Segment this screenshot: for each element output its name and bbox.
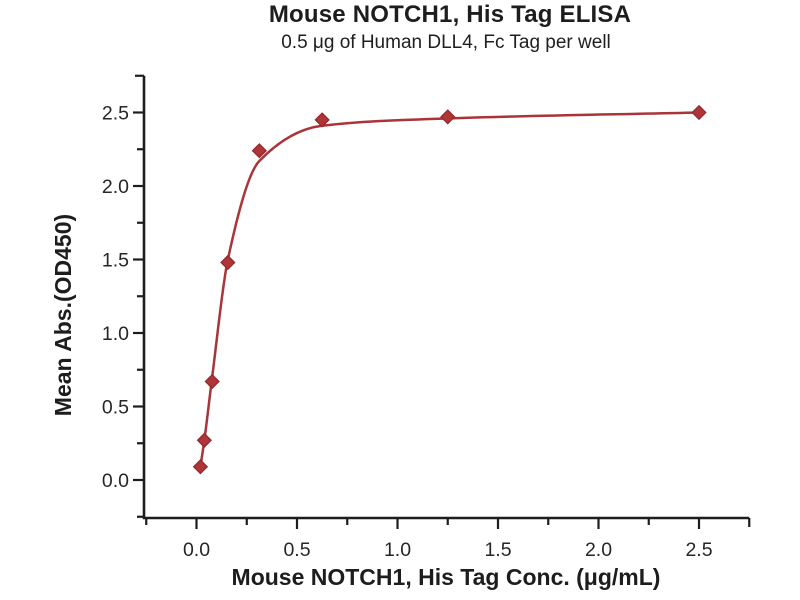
x-tick-label: 1.5: [484, 539, 511, 561]
y-tick-label: 0.0: [102, 470, 129, 492]
y-axis-label: Mean Abs.(OD450): [50, 213, 76, 417]
y-tick-label: 2.0: [102, 176, 129, 198]
fit-curve-line: [199, 111, 701, 469]
y-tick-label: 1.0: [102, 323, 129, 345]
axis-lines: [142, 75, 750, 520]
x-axis-label: Mouse NOTCH1, His Tag Conc. (μg/mL): [231, 564, 661, 590]
data-point-marker: [196, 432, 212, 448]
x-tick-label: 0.5: [283, 539, 310, 561]
data-point-marker: [192, 459, 209, 475]
data-point-marker: [251, 143, 267, 159]
y-tick-label: 0.5: [102, 397, 129, 419]
data-point-marker: [691, 104, 707, 121]
data-point-marker: [204, 373, 220, 390]
data-point-marker: [314, 112, 330, 128]
data-point-marker: [440, 109, 456, 125]
y-tick-label: 2.5: [102, 103, 129, 125]
y-tick-label: 1.5: [102, 250, 129, 272]
x-tick-label: 2.5: [685, 539, 712, 561]
chart-title: Mouse NOTCH1, His Tag ELISA: [268, 1, 632, 28]
x-tick-label: 1.0: [384, 539, 411, 561]
x-tick-label: 2.0: [585, 539, 612, 561]
data-point-marker: [220, 254, 236, 271]
chart-subtitle: 0.5 μg of Human DLL4, Fc Tag per well: [281, 32, 611, 53]
x-tick-label: 0.0: [183, 539, 210, 561]
